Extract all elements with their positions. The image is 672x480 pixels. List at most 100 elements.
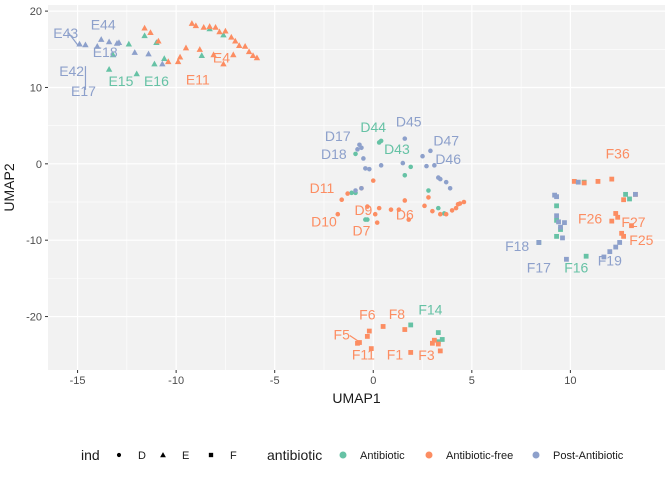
data-point <box>98 36 105 42</box>
data-point <box>339 197 345 203</box>
legend-shape-key <box>208 452 214 458</box>
data-point <box>241 43 249 49</box>
data-point <box>335 211 341 217</box>
y-axis-title: UMAP2 <box>1 163 17 211</box>
data-point <box>161 55 168 62</box>
data-point <box>422 203 427 209</box>
data-point <box>353 151 358 157</box>
point-label: D46 <box>435 151 461 167</box>
data-point <box>198 52 205 58</box>
data-point <box>554 213 559 219</box>
data-point <box>222 27 229 34</box>
data-point <box>564 256 569 262</box>
point-label: E17 <box>71 83 96 99</box>
x-tick-label: -5 <box>270 375 280 387</box>
data-point <box>461 199 467 205</box>
x-tick-label: 0 <box>370 375 376 387</box>
point-label: F36 <box>606 145 630 161</box>
point-label: F11 <box>352 346 375 362</box>
data-point <box>453 205 459 211</box>
point-label: D7 <box>352 223 370 239</box>
data-point <box>372 211 378 217</box>
data-point <box>443 179 449 185</box>
data-point <box>615 214 621 220</box>
data-point <box>368 346 374 352</box>
data-point <box>109 51 117 58</box>
data-point <box>206 23 213 29</box>
y-tick-label: 10 <box>30 82 42 94</box>
data-point <box>220 60 227 67</box>
point-label: E11 <box>186 71 210 87</box>
data-point <box>408 164 414 170</box>
data-point <box>367 166 372 172</box>
data-point <box>200 23 207 30</box>
data-point <box>125 40 133 47</box>
data-point <box>141 24 148 31</box>
data-point <box>365 204 370 209</box>
data-point <box>609 218 615 224</box>
point-label: F25 <box>629 232 653 248</box>
data-point <box>249 52 257 58</box>
legend-color-label: Antibiotic-free <box>446 450 513 462</box>
data-point <box>196 46 203 52</box>
data-point <box>562 220 567 226</box>
data-point <box>429 340 435 346</box>
data-point <box>147 29 154 36</box>
legend-shape-label: D <box>138 450 146 462</box>
point-label: D9 <box>354 202 372 218</box>
data-point <box>449 208 455 213</box>
legend-shape-title: ind <box>81 447 100 463</box>
data-point <box>420 153 425 159</box>
data-point <box>426 195 431 200</box>
data-point <box>408 322 414 328</box>
legend-shape-key <box>116 452 122 458</box>
point-label: F27 <box>621 214 645 230</box>
data-point <box>357 142 362 148</box>
data-point <box>426 188 431 193</box>
data-point <box>359 185 364 191</box>
data-point <box>536 240 542 245</box>
data-point <box>408 350 414 355</box>
legend-color-key <box>339 451 347 459</box>
data-point <box>220 31 227 38</box>
data-point <box>571 178 577 184</box>
data-point <box>601 254 607 260</box>
point-label: F14 <box>418 301 442 317</box>
data-point <box>406 217 412 222</box>
point-label: F3 <box>418 347 435 363</box>
data-point <box>216 28 223 35</box>
data-point <box>432 163 437 168</box>
data-point <box>436 205 441 211</box>
data-point <box>133 70 140 77</box>
data-point <box>457 201 463 206</box>
data-point <box>105 65 113 72</box>
data-point <box>607 249 613 255</box>
legend-color-label: Post-Antibiotic <box>553 450 624 462</box>
data-point <box>355 147 360 152</box>
data-point <box>228 33 235 40</box>
data-point <box>583 253 589 259</box>
y-tick-label: -10 <box>26 235 42 247</box>
data-point <box>151 60 158 67</box>
data-point <box>595 178 601 184</box>
data-point <box>437 348 443 354</box>
data-point <box>402 198 408 203</box>
point-label: D43 <box>384 141 410 157</box>
point-label: E4 <box>213 49 230 65</box>
data-point <box>428 148 433 154</box>
data-point <box>76 40 83 47</box>
point-label: E42 <box>59 63 84 79</box>
data-point <box>174 58 182 65</box>
point-label: F19 <box>598 252 622 268</box>
data-point <box>558 224 563 230</box>
data-point <box>105 38 113 45</box>
data-point <box>253 54 261 61</box>
point-label: F6 <box>359 307 376 323</box>
data-point <box>378 138 384 144</box>
data-point <box>613 211 619 216</box>
data-point <box>613 244 619 250</box>
data-point <box>212 23 219 30</box>
point-label: F8 <box>389 306 406 322</box>
data-point <box>94 43 101 49</box>
